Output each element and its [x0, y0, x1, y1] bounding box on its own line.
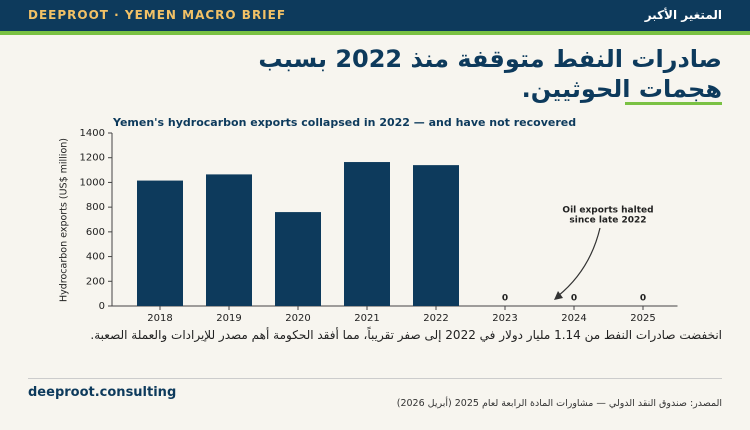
- chart: Yemen's hydrocarbon exports collapsed in…: [59, 116, 678, 324]
- bar: [413, 165, 459, 306]
- headline: صادرات النفط متوقفة منذ 2022 بسبب هجمات …: [42, 44, 722, 104]
- x-tick-label: 2019: [216, 313, 241, 324]
- separator: [28, 378, 722, 379]
- arrow-head: [554, 291, 563, 300]
- bar: [344, 162, 390, 306]
- annotation-arrow: [557, 227, 601, 297]
- x-tick-label: 2018: [147, 313, 172, 324]
- x-tick-label: 2021: [354, 313, 379, 324]
- annotation: Oil exports halted: [562, 206, 653, 216]
- headline-line: هجمات الحوثيين.: [521, 75, 722, 103]
- y-tick-label: 1000: [80, 177, 105, 188]
- y-tick-label: 200: [86, 276, 105, 287]
- headline-line: صادرات النفط متوقفة منذ 2022 بسبب: [258, 45, 722, 73]
- bar: [206, 174, 252, 306]
- data-label: 0: [502, 294, 508, 304]
- x-tick-label: 2023: [492, 313, 517, 324]
- annotation: since late 2022: [569, 216, 646, 226]
- tag: المتغير الأكبر: [644, 8, 722, 22]
- chart-title: Yemen's hydrocarbon exports collapsed in…: [112, 116, 576, 129]
- caption: انخفضت صادرات النفط من 1.14 مليار دولار …: [90, 328, 722, 342]
- x-tick-label: 2022: [423, 313, 448, 324]
- bar: [275, 212, 321, 306]
- x-tick-label: 2025: [630, 313, 655, 324]
- source: المصدر: صندوق النقد الدولي — مشاورات الم…: [396, 398, 722, 409]
- y-axis-label: Hydrocarbon exports (US$ million): [59, 138, 70, 302]
- y-tick-label: 400: [86, 252, 105, 263]
- data-label: 0: [640, 294, 646, 304]
- y-tick-label: 0: [99, 301, 105, 312]
- x-tick-label: 2024: [561, 313, 586, 324]
- brand: DEEPROOT · YEMEN MACRO BRIEF: [28, 8, 287, 22]
- site: deeproot.consulting: [28, 385, 177, 400]
- data-label: 0: [571, 294, 577, 304]
- header: DEEPROOT · YEMEN MACRO BRIEF المتغير الأ…: [0, 0, 750, 35]
- bar: [137, 180, 183, 306]
- title-underline: [625, 102, 722, 105]
- y-tick-label: 600: [86, 227, 105, 238]
- y-tick-label: 1400: [80, 128, 105, 139]
- y-tick-label: 800: [86, 202, 105, 213]
- x-tick-label: 2020: [285, 313, 310, 324]
- y-tick-label: 1200: [80, 153, 105, 164]
